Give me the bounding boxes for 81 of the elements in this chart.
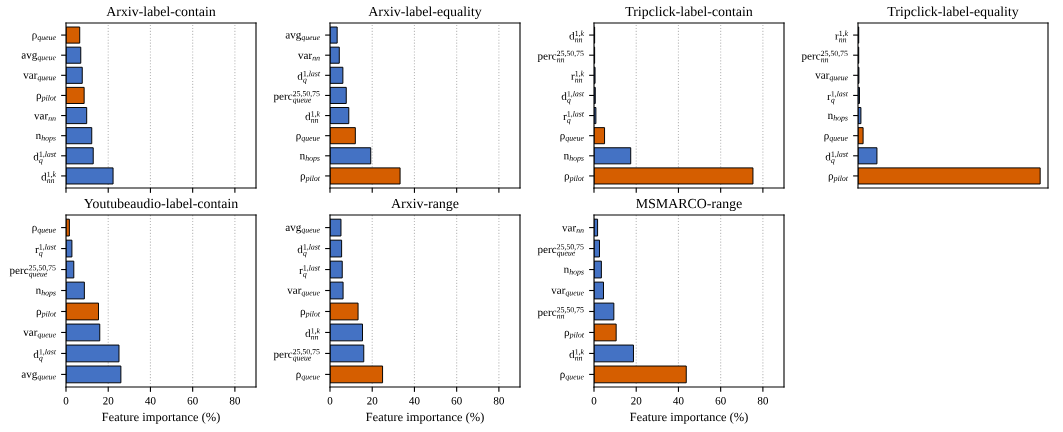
y-tick-label: d$^{1,last}$$_{q}$ bbox=[825, 151, 849, 165]
x-tick-label: 20 bbox=[103, 397, 114, 405]
chart-title: Arxiv-label-contain bbox=[106, 6, 216, 17]
y-tick-label: d$^{1,last}$$_{q}$ bbox=[33, 348, 57, 363]
x-axis-title: Feature importance (%) bbox=[630, 412, 748, 424]
x-tick-label: 60 bbox=[451, 397, 462, 405]
y-tick-label: n$_{hops}$ bbox=[563, 153, 584, 163]
x-tick-label: 20 bbox=[367, 397, 378, 405]
y-tick-label: var$_{queue}$ bbox=[551, 288, 584, 298]
x-tick-label: 40 bbox=[145, 397, 156, 405]
x-tick-label: 80 bbox=[757, 397, 769, 405]
x-tick-label: 60 bbox=[187, 397, 198, 405]
y-tick-label: ρ$_{queue}$ bbox=[32, 225, 56, 235]
y-tick-label: avg$_{queue}$ bbox=[285, 225, 320, 235]
y-tick-label: ρ$_{queue}$ bbox=[296, 372, 320, 382]
y-tick-label: d$^{1,k}$$_{nn}$ bbox=[305, 327, 321, 340]
chart-title: MSMARCO-range bbox=[636, 198, 742, 212]
y-tick-label: r$^{1,last}$$_{q}$ bbox=[299, 264, 321, 279]
y-tick-label: d$^{1,last}$$_{q}$ bbox=[33, 151, 57, 165]
x-tick-label: 60 bbox=[715, 397, 726, 405]
y-tick-label: perc$^{25,50,75}$$_{queue}$ bbox=[273, 90, 320, 105]
x-tick-label: 0 bbox=[63, 397, 69, 405]
x-tick-label: 0 bbox=[327, 397, 333, 405]
y-tick-label: r$^{1,k}$$_{nn}$ bbox=[835, 30, 849, 43]
y-tick-label: d$^{1,last}$$_{q}$ bbox=[297, 70, 321, 85]
chart-title: Tripclick-label-equality bbox=[887, 6, 1019, 20]
y-tick-label: ρ$_{queue}$ bbox=[560, 133, 584, 143]
y-tick-label: perc$^{25,50,75}$$_{nn}$ bbox=[537, 50, 584, 63]
chart-title: Arxiv-label-equality bbox=[368, 6, 482, 20]
y-tick-label: ρ$_{queue}$ bbox=[560, 372, 584, 382]
x-tick-label: 0 bbox=[591, 397, 597, 405]
y-tick-label: ρ$_{queue}$ bbox=[824, 133, 848, 143]
y-tick-label: var$_{queue}$ bbox=[23, 73, 56, 82]
y-tick-label: ρ$_{queue}$ bbox=[296, 133, 320, 143]
y-tick-label: d$^{1,k}$$_{nn}$ bbox=[569, 348, 585, 361]
chart-title: Arxiv-range bbox=[391, 198, 459, 212]
y-tick-label: d$^{1,k}$$_{nn}$ bbox=[305, 111, 321, 123]
y-tick-label: ρ$_{pilot}$ bbox=[828, 174, 849, 183]
y-tick-label: perc$^{25,50,75}$$_{queue}$ bbox=[9, 265, 56, 279]
y-tick-label: var$_{nn}$ bbox=[297, 53, 320, 61]
x-tick-label: 20 bbox=[631, 397, 642, 405]
y-tick-label: perc$^{25,50,75}$$_{nn}$ bbox=[801, 50, 848, 63]
x-tick-label: 80 bbox=[229, 397, 241, 405]
y-tick-label: d$^{1,last}$$_{q}$ bbox=[297, 244, 321, 258]
y-tick-label: n$_{hops}$ bbox=[35, 288, 56, 298]
x-axis-title: Feature importance (%) bbox=[102, 412, 220, 424]
y-tick-label: n$_{hops}$ bbox=[563, 267, 584, 277]
x-tick-label: 40 bbox=[409, 397, 420, 405]
y-tick-label: d$^{1,last}$$_{q}$ bbox=[561, 90, 585, 105]
y-tick-label: ρ$_{pilot}$ bbox=[300, 309, 321, 319]
y-tick-label: var$_{nn}$ bbox=[33, 114, 56, 121]
chart-title: Youtubeaudio-label-contain bbox=[83, 198, 238, 209]
y-tick-label: avg$_{queue}$ bbox=[21, 372, 56, 381]
y-tick-label: n$_{hops}$ bbox=[827, 113, 848, 123]
x-axis-title: Feature importance (%) bbox=[366, 412, 484, 424]
y-tick-label: ρ$_{pilot}$ bbox=[564, 330, 585, 340]
y-tick-label: perc$^{25,50,75}$$_{queue}$ bbox=[273, 348, 320, 363]
y-tick-label: ρ$_{pilot}$ bbox=[564, 174, 585, 183]
y-tick-label: d$^{1,k}$$_{nn}$ bbox=[569, 30, 585, 43]
y-tick-label: r$^{1,k}$$_{nn}$ bbox=[571, 70, 585, 83]
y-tick-label: ρ$_{pilot}$ bbox=[36, 309, 57, 319]
y-tick-label: r$^{1,last}$$_{q}$ bbox=[827, 90, 849, 105]
y-tick-label: avg$_{queue}$ bbox=[21, 52, 56, 62]
y-tick-label: ρ$_{pilot}$ bbox=[36, 93, 57, 103]
y-tick-label: perc$^{25,50,75}$$_{nn}$ bbox=[537, 307, 584, 319]
chart-title: Tripclick-label-contain bbox=[625, 6, 753, 20]
y-tick-label: d$^{1,k}$$_{nn}$ bbox=[41, 171, 57, 184]
y-tick-label: ρ$_{queue}$ bbox=[32, 33, 56, 42]
y-tick-label: n$_{hops}$ bbox=[35, 133, 56, 143]
y-tick-label: ρ$_{pilot}$ bbox=[300, 174, 321, 183]
y-tick-label: r$^{1,last}$$_{q}$ bbox=[563, 111, 585, 125]
y-tick-label: perc$^{25,50,75}$$_{queue}$ bbox=[537, 244, 584, 258]
x-tick-label: 80 bbox=[493, 397, 505, 405]
y-tick-label: var$_{queue}$ bbox=[815, 73, 848, 82]
x-tick-label: 40 bbox=[673, 397, 684, 405]
y-tick-label: var$_{nn}$ bbox=[561, 226, 584, 233]
y-tick-label: avg$_{queue}$ bbox=[285, 32, 320, 42]
y-tick-label: r$^{1,last}$$_{q}$ bbox=[35, 244, 57, 258]
y-tick-label: var$_{queue}$ bbox=[23, 330, 56, 339]
y-tick-label: var$_{queue}$ bbox=[287, 288, 320, 298]
y-tick-label: n$_{hops}$ bbox=[299, 153, 320, 163]
